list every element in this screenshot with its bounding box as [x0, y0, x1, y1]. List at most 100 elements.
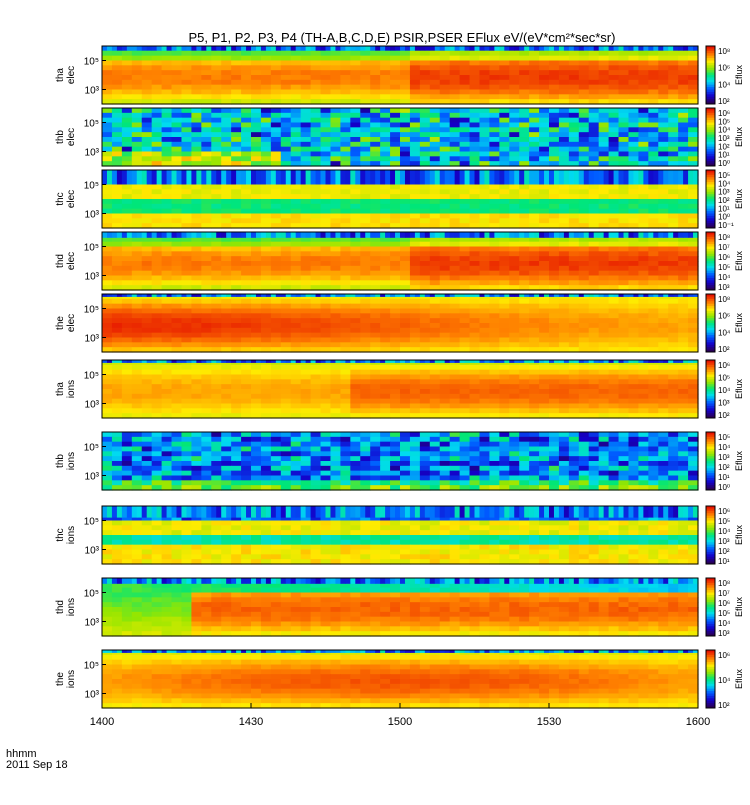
heat-cell [589, 342, 600, 347]
heat-cell [509, 204, 520, 209]
heat-cell [668, 113, 679, 118]
heat-cell [668, 384, 679, 389]
heat-cell [648, 247, 659, 252]
heat-cell [479, 323, 490, 328]
heat-cell [499, 280, 510, 285]
heat-cell [460, 94, 471, 99]
heat-cell [479, 266, 490, 271]
heat-cell [162, 299, 173, 304]
heat-cell [375, 46, 380, 51]
heat-cell [261, 309, 272, 314]
heat-cell [152, 75, 163, 80]
heat-cell [251, 299, 262, 304]
heat-cell [271, 242, 282, 247]
heat-cell [400, 152, 411, 157]
heat-cell [479, 338, 490, 343]
heat-cell [479, 256, 490, 261]
heat-cell [529, 394, 540, 399]
heat-cell [390, 118, 401, 123]
heat-cell [470, 113, 481, 118]
heat-cell [529, 313, 540, 318]
heat-cell [648, 365, 659, 370]
heat-cell [142, 75, 153, 80]
heat-cell [172, 299, 183, 304]
heat-cell [162, 313, 173, 318]
heat-cell [321, 194, 332, 199]
heat-cell [549, 94, 560, 99]
heat-cell [241, 61, 252, 66]
heat-cell [261, 56, 272, 61]
heat-cell [405, 232, 410, 238]
heat-cell [688, 118, 699, 123]
heat-cell [539, 242, 550, 247]
heat-cell [479, 118, 490, 123]
heat-cell [440, 123, 451, 128]
heat-cell [251, 118, 262, 123]
heat-cell [340, 266, 351, 271]
heat-cell [609, 408, 620, 413]
heat-cell [450, 404, 461, 409]
heat-cell [619, 185, 630, 190]
heat-cell [609, 280, 620, 285]
heat-cell [350, 261, 361, 266]
heat-cell [201, 156, 212, 161]
heat-cell [658, 328, 669, 333]
heat-cell [102, 261, 113, 266]
heat-cell [589, 56, 600, 61]
panel-ylabel: thcelec [55, 190, 77, 208]
heat-cell [321, 313, 332, 318]
heat-cell [420, 80, 431, 85]
heat-cell [519, 328, 530, 333]
heat-cell [489, 365, 500, 370]
heat-cell [589, 214, 600, 219]
heat-cell [479, 271, 490, 276]
heat-cell [132, 247, 143, 252]
heat-cell [311, 404, 322, 409]
heat-cell [648, 156, 659, 161]
heat-cell [499, 379, 510, 384]
heat-cell [142, 156, 153, 161]
heat-cell [350, 185, 361, 190]
heat-cell [400, 379, 411, 384]
heat-cell [206, 232, 211, 238]
heat-cell [340, 152, 351, 157]
heat-cell [638, 379, 649, 384]
heat-cell [628, 204, 639, 209]
heat-cell [688, 218, 699, 223]
heat-cell [370, 370, 381, 375]
heat-cell [261, 209, 272, 214]
heat-cell [479, 280, 490, 285]
heat-cell [211, 189, 222, 194]
heat-cell [241, 404, 252, 409]
colorbar-tick-label: 10⁶ [718, 253, 730, 262]
heat-cell [668, 170, 673, 185]
heat-cell [539, 271, 550, 276]
heat-cell [380, 118, 391, 123]
heat-cell [181, 242, 192, 247]
heat-cell [514, 232, 519, 238]
heat-cell [246, 232, 251, 238]
heat-cell [440, 204, 451, 209]
heat-cell [509, 85, 520, 90]
heat-cell [420, 185, 431, 190]
heat-cell [529, 280, 540, 285]
heat-cell [152, 266, 163, 271]
heat-cell [450, 379, 461, 384]
heat-cell [579, 94, 590, 99]
heat-cell [430, 271, 441, 276]
heat-cell [549, 185, 560, 190]
heat-cell [186, 170, 191, 185]
heat-cell [410, 394, 421, 399]
heat-cell [420, 328, 431, 333]
heat-cell [509, 214, 520, 219]
heat-cell [430, 313, 441, 318]
heat-cell [241, 156, 252, 161]
heat-cell [564, 170, 569, 185]
heat-cell [440, 328, 451, 333]
heat-cell [569, 394, 580, 399]
heat-cell [162, 132, 173, 137]
heat-cell [350, 65, 361, 70]
heat-cell [460, 170, 465, 185]
heat-cell [330, 209, 341, 214]
heat-cell [628, 80, 639, 85]
